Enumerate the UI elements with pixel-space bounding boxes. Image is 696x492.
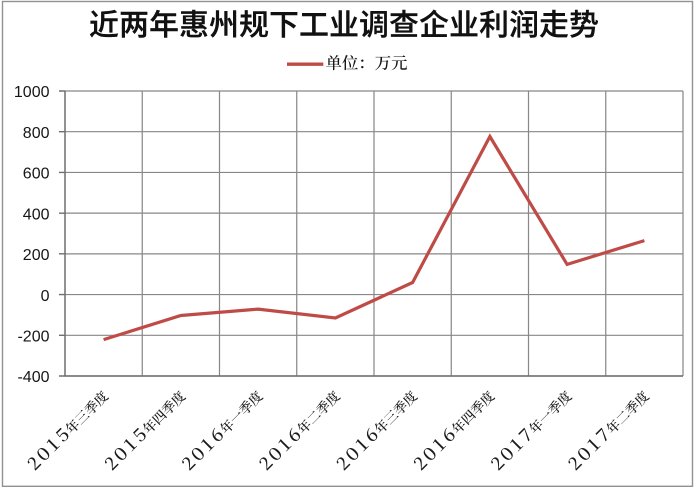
svg-text:200: 200	[23, 247, 50, 264]
svg-text:400: 400	[23, 206, 50, 223]
svg-text:0: 0	[41, 288, 50, 305]
svg-text:-400: -400	[17, 369, 49, 386]
svg-text:-200: -200	[17, 328, 49, 345]
svg-text:800: 800	[23, 125, 50, 142]
svg-text:600: 600	[23, 166, 50, 183]
svg-text:1000: 1000	[14, 84, 50, 101]
